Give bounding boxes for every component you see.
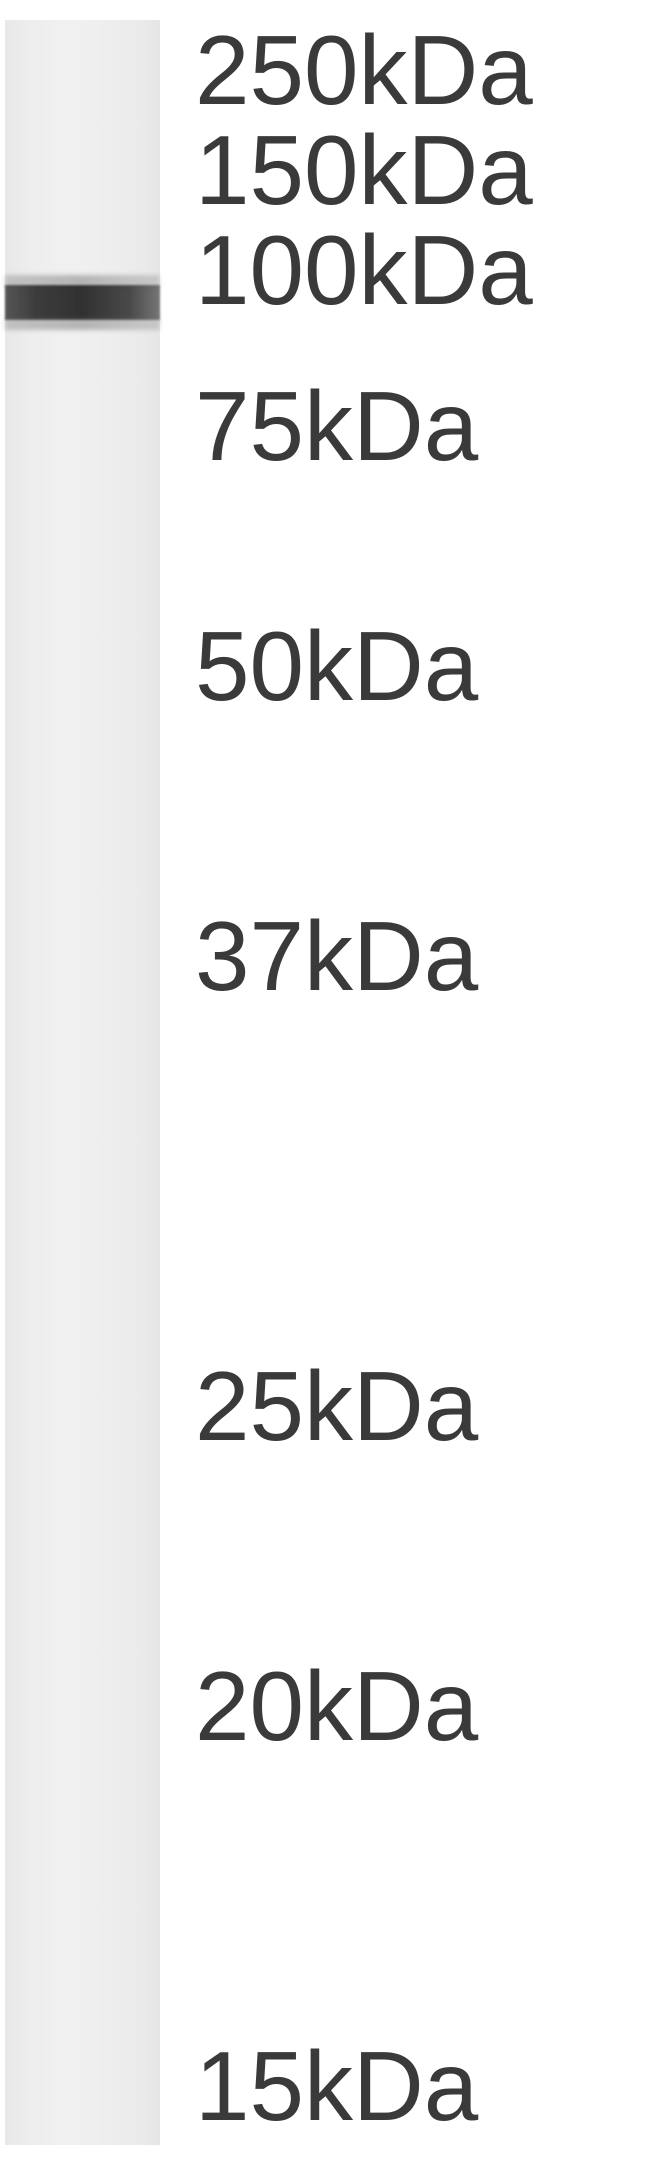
marker-label: 50kDa xyxy=(195,610,478,723)
marker-label: 15kDa xyxy=(195,2030,478,2143)
marker-label: 250kDa xyxy=(195,14,533,127)
marker-label: 100kDa xyxy=(195,214,533,327)
band-main xyxy=(5,285,160,320)
marker-labels: 250kDa 150kDa 100kDa 75kDa 50kDa 37kDa 2… xyxy=(175,0,650,2165)
marker-label: 75kDa xyxy=(195,370,478,483)
band-shadow-bottom xyxy=(5,318,160,330)
marker-label: 25kDa xyxy=(195,1350,478,1463)
blot-figure: 250kDa 150kDa 100kDa 75kDa 50kDa 37kDa 2… xyxy=(0,0,650,2165)
lane-wrapper xyxy=(0,0,175,2165)
marker-label: 20kDa xyxy=(195,1650,478,1763)
marker-label: 150kDa xyxy=(195,114,533,227)
marker-label: 37kDa xyxy=(195,900,478,1013)
blot-lane xyxy=(5,20,160,2145)
